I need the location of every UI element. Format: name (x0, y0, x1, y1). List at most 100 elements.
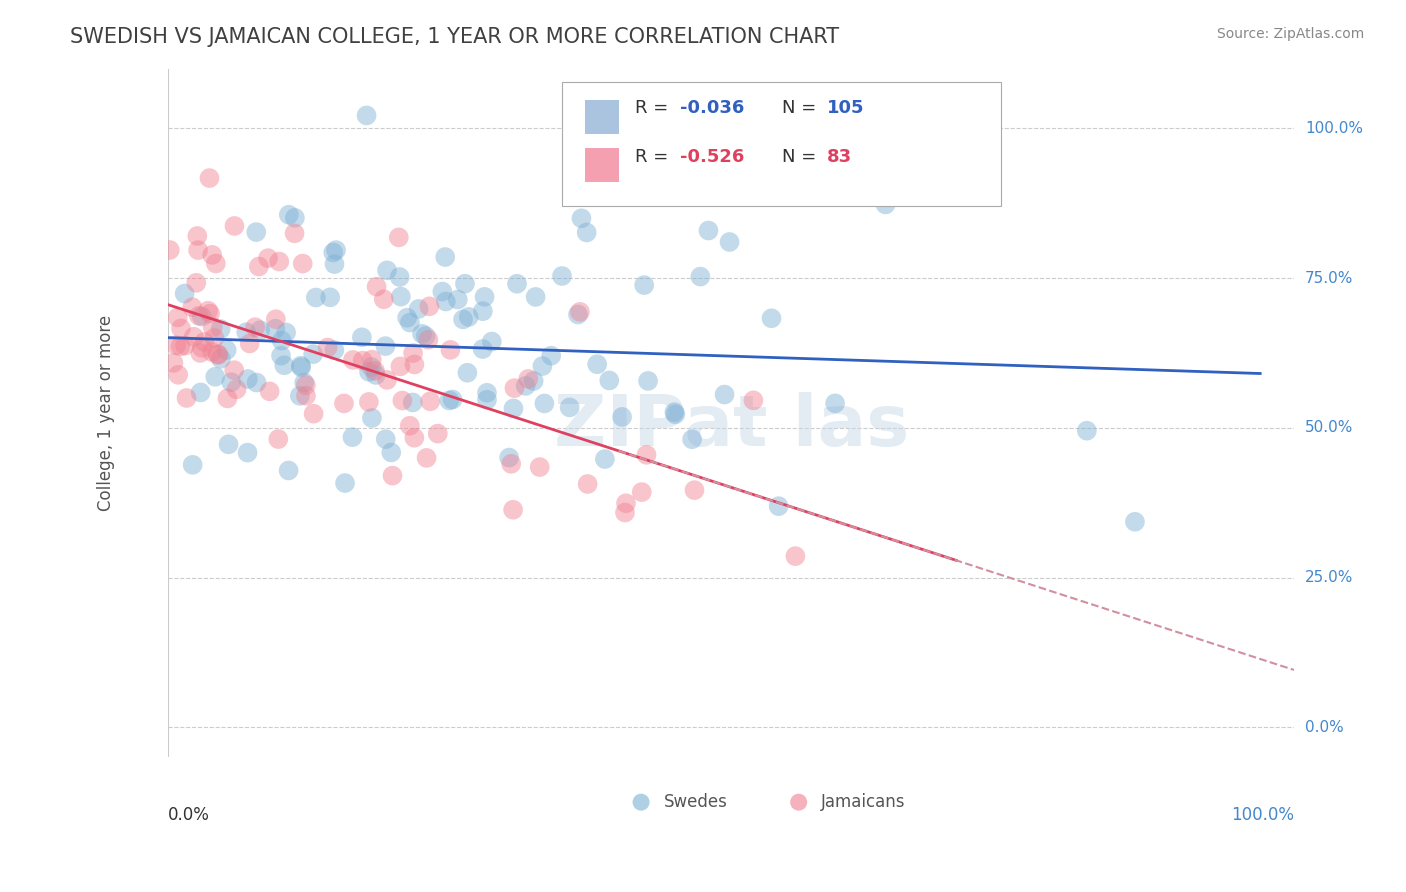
Jamaicans (630, 485, 652, 500)
Swedes (374, 339, 396, 353)
Jamaicans (197, 303, 219, 318)
Swedes (396, 310, 419, 325)
Swedes (302, 347, 325, 361)
Text: N =: N = (782, 100, 821, 118)
Swedes (415, 329, 437, 343)
Swedes (610, 409, 633, 424)
Swedes (292, 376, 315, 390)
Swedes (593, 452, 616, 467)
Swedes (457, 310, 479, 324)
Swedes (249, 323, 271, 337)
Swedes (474, 290, 496, 304)
Jamaicans (269, 254, 291, 268)
Swedes (475, 385, 498, 400)
Jamaicans (259, 384, 281, 399)
Jamaicans (201, 320, 224, 334)
Swedes (441, 392, 464, 407)
Text: ZIPat las: ZIPat las (554, 392, 908, 461)
Swedes (270, 334, 292, 348)
Swedes (567, 308, 589, 322)
Jamaicans (207, 347, 229, 361)
Swedes (375, 263, 398, 277)
FancyBboxPatch shape (585, 148, 619, 182)
Swedes (357, 365, 380, 379)
Jamaicans (402, 346, 425, 360)
FancyBboxPatch shape (562, 82, 1001, 206)
Jamaicans (375, 373, 398, 387)
Swedes (218, 437, 240, 451)
Text: 105: 105 (827, 100, 865, 118)
Jamaicans (364, 364, 387, 378)
Swedes (360, 359, 382, 374)
Text: 100.0%: 100.0% (1232, 805, 1294, 823)
Swedes (388, 270, 411, 285)
Jamaicans (502, 502, 524, 516)
Jamaicans (426, 426, 449, 441)
Text: N =: N = (782, 148, 821, 166)
Jamaicans (159, 243, 181, 257)
Swedes (664, 407, 686, 421)
Swedes (471, 304, 494, 318)
Jamaicans (224, 219, 246, 233)
Swedes (664, 405, 686, 419)
Swedes (209, 322, 232, 336)
Jamaicans (187, 309, 209, 323)
Swedes (575, 226, 598, 240)
Swedes (523, 374, 546, 388)
FancyBboxPatch shape (585, 100, 619, 134)
Swedes (277, 463, 299, 477)
Jamaicans (201, 345, 224, 359)
Swedes (380, 445, 402, 459)
Text: Jamaicans: Jamaicans (821, 793, 905, 811)
Text: Source: ZipAtlas.com: Source: ZipAtlas.com (1216, 27, 1364, 41)
Jamaicans (198, 171, 221, 186)
Swedes (284, 211, 307, 225)
Jamaicans (683, 483, 706, 497)
Jamaicans (264, 312, 287, 326)
Text: 25.0%: 25.0% (1305, 570, 1354, 585)
Swedes (475, 392, 498, 407)
Swedes (633, 278, 655, 293)
Jamaicans (247, 260, 270, 274)
Jamaicans (742, 393, 765, 408)
Swedes (454, 277, 477, 291)
Swedes (439, 393, 461, 408)
Swedes (305, 291, 328, 305)
Swedes (531, 359, 554, 373)
Swedes (399, 316, 422, 330)
Swedes (637, 183, 659, 197)
Jamaicans (342, 353, 364, 368)
Swedes (236, 372, 259, 386)
Swedes (191, 310, 214, 324)
Swedes (524, 290, 547, 304)
Swedes (276, 326, 298, 340)
Jamaicans (357, 395, 380, 409)
Jamaicans (352, 353, 374, 368)
Swedes (319, 290, 342, 304)
Jamaicans (295, 378, 318, 392)
Jamaicans (217, 392, 239, 406)
Swedes (447, 293, 470, 307)
Jamaicans (529, 460, 551, 475)
Jamaicans (517, 372, 540, 386)
Text: 83: 83 (827, 148, 852, 166)
Jamaicans (267, 432, 290, 446)
Jamaicans (404, 358, 426, 372)
Jamaicans (170, 321, 193, 335)
Swedes (290, 360, 312, 375)
Jamaicans (291, 257, 314, 271)
Swedes (350, 330, 373, 344)
Swedes (434, 294, 457, 309)
Swedes (290, 359, 312, 373)
Jamaicans (193, 334, 215, 349)
Swedes (540, 349, 562, 363)
Jamaicans (162, 356, 184, 370)
Jamaicans (391, 393, 413, 408)
Swedes (689, 269, 711, 284)
Swedes (498, 450, 520, 465)
Swedes (824, 396, 846, 410)
Text: -0.526: -0.526 (681, 148, 745, 166)
Jamaicans (225, 382, 247, 396)
Text: 75.0%: 75.0% (1305, 270, 1354, 285)
Jamaicans (636, 448, 658, 462)
